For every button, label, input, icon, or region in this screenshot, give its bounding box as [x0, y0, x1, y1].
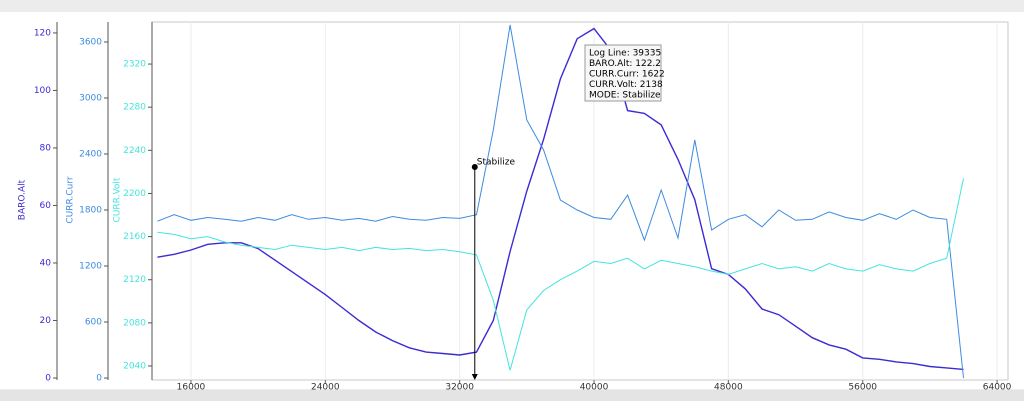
- y-tick-label: 2120: [123, 275, 146, 285]
- y-axis-title: BARO.Alt: [18, 179, 28, 220]
- x-tick-label: 48000: [714, 383, 743, 393]
- y-tick-label: 2040: [123, 361, 146, 371]
- y-tick-label: 80: [40, 143, 52, 153]
- y-tick-label: 100: [34, 86, 51, 96]
- x-tick-label: 56000: [848, 383, 877, 393]
- y-axis-title: CURR.Curr: [66, 176, 76, 223]
- y-tick-label: 1800: [79, 206, 102, 216]
- tooltip-line: CURR.Volt: 2138: [589, 80, 663, 90]
- y-tick-label: 2240: [123, 146, 146, 156]
- y-axis-title: CURR.Volt: [113, 177, 123, 222]
- y-tick-label: 2200: [123, 189, 146, 199]
- annotation-marker: [471, 164, 478, 170]
- tooltip-line: CURR.Curr: 1622: [589, 70, 665, 80]
- plot-frame: [151, 21, 1009, 381]
- y-tick-label: 3000: [79, 93, 102, 103]
- x-tick-label: 32000: [445, 383, 474, 393]
- y-tick-label: 2080: [123, 318, 146, 328]
- series-line: [157, 24, 964, 379]
- y-tick-label: 20: [40, 316, 52, 326]
- y-tick-label: 2160: [123, 232, 146, 242]
- series-line: [157, 27, 964, 371]
- y-tick-label: 2280: [123, 103, 146, 113]
- tooltip-line: Log Line: 39335: [589, 49, 661, 59]
- y-tick-label: 2320: [123, 60, 146, 70]
- y-tick-label: 2400: [79, 149, 102, 159]
- y-tick-label: 600: [85, 318, 102, 328]
- x-tick-label: 16000: [177, 383, 206, 393]
- tooltip-line: BARO.Alt: 122.2: [589, 59, 661, 69]
- y-tick-label: 60: [40, 201, 52, 211]
- tooltip-box: [584, 44, 662, 102]
- y-tick-label: 0: [96, 374, 102, 384]
- x-tick-label: 24000: [311, 383, 340, 393]
- y-tick-label: 1200: [79, 262, 102, 272]
- series-line: [157, 178, 964, 371]
- scrollbar: [0, 390, 1024, 401]
- annotation-arrow: [471, 374, 478, 380]
- x-tick-label: 40000: [580, 383, 609, 393]
- y-tick-label: 3600: [79, 37, 102, 47]
- tooltip-line: MODE: Stabilize: [589, 91, 661, 101]
- y-tick-label: 40: [40, 258, 52, 268]
- annotation-label: Stabilize: [477, 158, 516, 168]
- y-tick-label: 120: [34, 28, 51, 38]
- y-tick-label: 0: [45, 373, 51, 383]
- x-tick-label: 64000: [983, 383, 1012, 393]
